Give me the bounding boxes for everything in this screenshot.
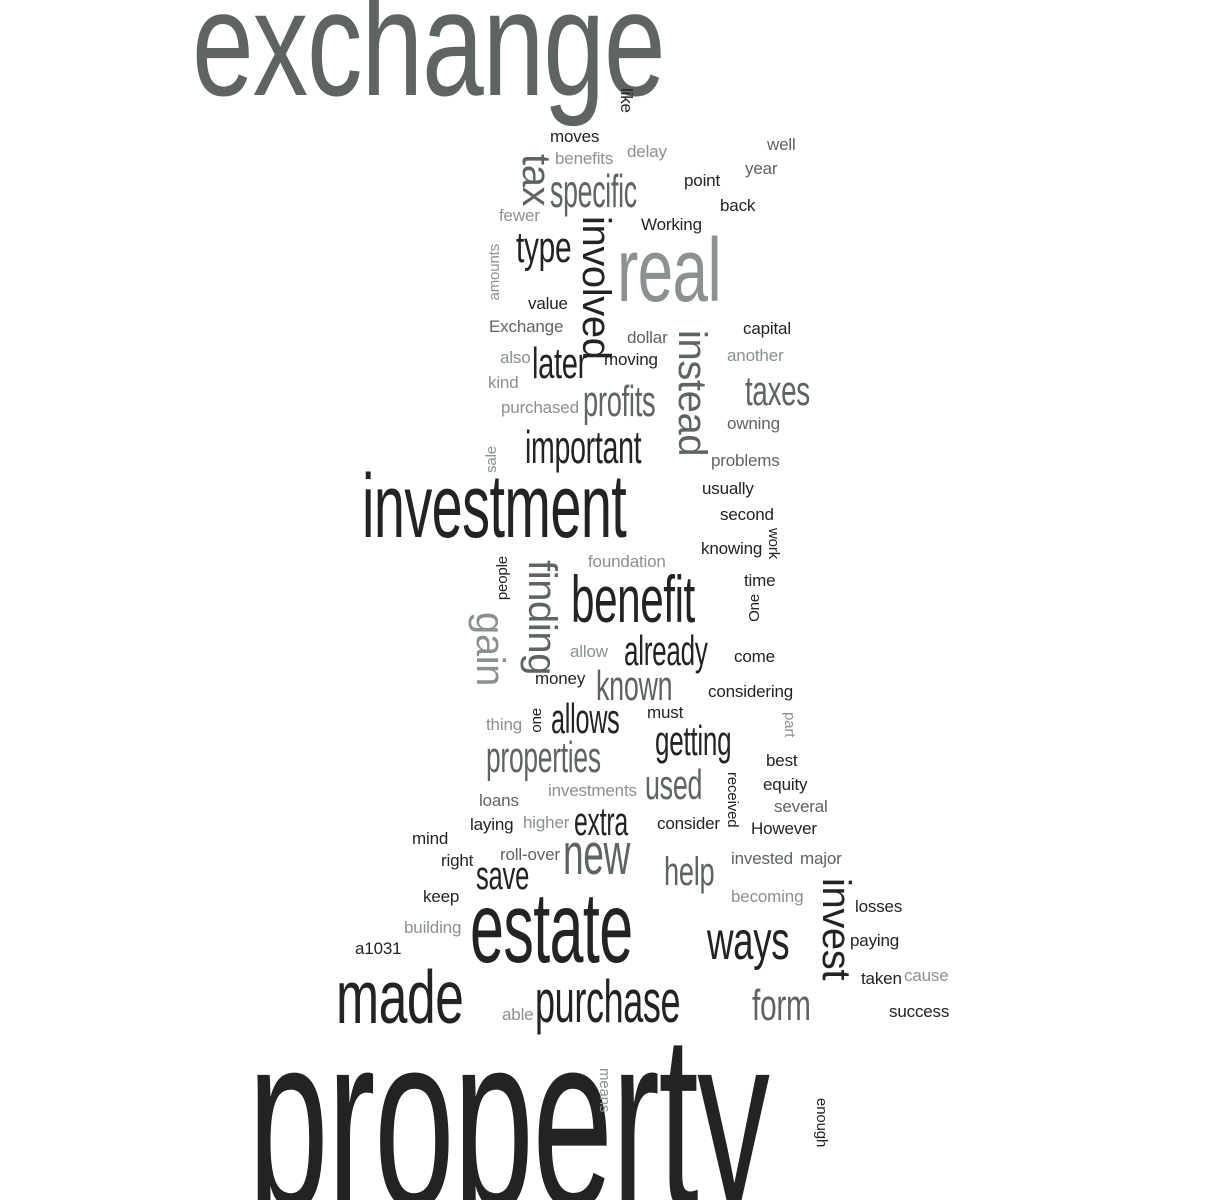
word-tax: tax: [514, 154, 558, 207]
word-knowing: knowing: [701, 539, 763, 558]
word-right: right: [441, 851, 474, 870]
word-working: Working: [641, 215, 702, 234]
word-also: also: [500, 348, 531, 367]
word-save: save: [476, 854, 530, 898]
word-specific: specific: [550, 165, 637, 217]
word-losses: losses: [855, 897, 903, 916]
word-however: However: [751, 819, 817, 838]
word-kind: kind: [488, 373, 519, 392]
word-foundation: foundation: [588, 552, 666, 571]
word-people: people: [494, 556, 511, 601]
word-used: used: [645, 761, 703, 808]
word-several: several: [774, 797, 828, 816]
word-roll-over: roll-over: [500, 845, 560, 864]
word-moves: moves: [550, 127, 600, 146]
word-purchase: purchase: [535, 968, 681, 1035]
word-taken: taken: [861, 969, 902, 988]
word-value: value: [528, 294, 568, 313]
word-type: type: [516, 223, 572, 272]
word-moving: moving: [604, 350, 658, 369]
word-paying: paying: [850, 931, 900, 950]
word-delay: delay: [627, 142, 667, 161]
word-another: another: [727, 346, 784, 365]
word-well: well: [767, 135, 796, 154]
word-becoming: becoming: [731, 887, 804, 906]
word-year: year: [745, 159, 778, 178]
word-means: means: [596, 1068, 613, 1113]
word-new: new: [563, 822, 630, 887]
word-properties: properties: [486, 733, 601, 782]
word-instead: instead: [670, 330, 714, 457]
word-keep: keep: [423, 887, 460, 906]
word-received: received: [724, 772, 741, 828]
word-benefits: benefits: [555, 149, 614, 168]
word-loans: loans: [479, 791, 519, 810]
word-real: real: [617, 221, 722, 321]
word-laying: laying: [470, 815, 514, 834]
word-gain: gain: [468, 612, 512, 687]
word-point: point: [684, 171, 721, 190]
word-work: work: [765, 528, 782, 560]
word-benefit: benefit: [571, 562, 695, 636]
word-consider: consider: [657, 814, 720, 833]
word-later: later: [532, 339, 588, 388]
word-property: property: [248, 981, 770, 1200]
word-important: important: [525, 421, 642, 473]
word-purchased: purchased: [501, 398, 579, 417]
word-one-cap: One: [746, 594, 763, 622]
word-considering: considering: [708, 682, 794, 701]
word-second: second: [720, 505, 774, 524]
word-ways: ways: [707, 911, 790, 971]
word-taxes: taxes: [745, 367, 810, 414]
word-one: one: [528, 708, 545, 733]
word-thing: thing: [486, 715, 523, 734]
word-investments: investments: [548, 781, 637, 800]
word-finding: finding: [520, 560, 564, 676]
word-like: like: [617, 88, 636, 113]
word-money: money: [535, 669, 586, 688]
word-enough: enough: [813, 1098, 830, 1148]
word-able: able: [502, 1005, 534, 1024]
word-known: known: [596, 662, 673, 709]
word-higher: higher: [523, 813, 570, 832]
word-part: part: [781, 712, 798, 738]
word-equity: equity: [763, 775, 808, 794]
word-fewer: fewer: [499, 206, 540, 225]
word-owning: owning: [727, 414, 780, 433]
word-best: best: [766, 751, 798, 770]
word-invest: invest: [814, 878, 858, 981]
word-involved: involved: [574, 216, 618, 360]
word-dollar: dollar: [627, 328, 668, 347]
word-estate: estate: [470, 872, 633, 984]
word-time: time: [744, 571, 776, 590]
word-major: major: [800, 849, 842, 868]
word-a1031: a1031: [355, 939, 402, 958]
word-building: building: [404, 918, 462, 937]
word-already: already: [624, 627, 708, 674]
word-getting: getting: [655, 717, 732, 764]
word-investment: investment: [362, 457, 627, 557]
word-usually: usually: [702, 479, 754, 498]
word-problems: problems: [711, 451, 780, 470]
word-cause: cause: [904, 966, 949, 985]
word-must: must: [647, 703, 684, 722]
word-mind: mind: [412, 829, 449, 848]
word-sale: sale: [483, 446, 500, 473]
word-back: back: [720, 196, 756, 215]
word-success: success: [889, 1002, 950, 1021]
word-profits: profits: [583, 377, 656, 426]
word-allows: allows: [551, 695, 620, 742]
word-exchange: exchange: [192, 0, 666, 127]
word-come: come: [734, 647, 775, 666]
word-exchange-small: Exchange: [489, 317, 564, 336]
word-form: form: [752, 981, 811, 1030]
word-allow: allow: [570, 642, 608, 661]
word-amounts: amounts: [486, 244, 503, 301]
word-invested: invested: [731, 849, 793, 868]
word-extra: extra: [574, 800, 628, 844]
word-capital: capital: [743, 319, 791, 338]
word-made: made: [336, 955, 464, 1039]
word-help: help: [664, 850, 715, 894]
